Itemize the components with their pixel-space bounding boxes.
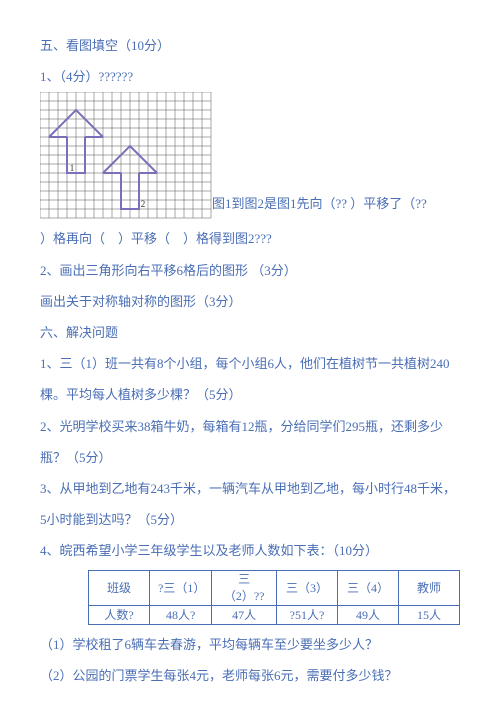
grid-row: 12 图1到图2是图1先向（?? ）平移了（?? (40, 92, 460, 219)
table-cell: ?51人? (276, 606, 337, 625)
table-data-row: 人数?48人?47人?51人?49人15人 (89, 606, 460, 625)
q6-2: 2、光明学校买来38箱牛奶，每箱有12瓶，分给同学们295瓶，还剩多少瓶？（5分… (40, 411, 460, 473)
section6-heading: 六、解决问题 (40, 317, 460, 348)
table-header-cell: 班级 (89, 571, 150, 606)
table-header-cell: 教师 (398, 571, 459, 606)
table-header-cell: 三（2）?? (212, 571, 277, 606)
table-cell: 15人 (398, 606, 459, 625)
section5-heading: 五、看图填空（10分） (40, 30, 460, 61)
q6-1: 1、三（1）班一共有8个小组，每个小组6人，他们在植树节一共植树240棵。平均每… (40, 348, 460, 410)
svg-text:1: 1 (70, 163, 75, 173)
table-header-row: 班级?三（1）三（2）??三（3）三（4）教师 (89, 571, 460, 606)
grid-figure: 12 (40, 92, 212, 219)
q6-3: 3、从甲地到乙地有243千米，一辆汽车从甲地到乙地，每小时行48千米，5小时能到… (40, 473, 460, 535)
q5-1-line2: ）格再向（ ）平移（ ）格得到图2??? (40, 223, 460, 254)
table-header-cell: ?三（1） (150, 571, 212, 606)
table-header-cell: 三（4） (337, 571, 398, 606)
q6-4-p2: （2）公园的门票学生每张4元，老师每张6元，需要付多少钱？ (40, 660, 460, 691)
q5-2: 2、画出三角形向右平移6格后的图形 （3分） (40, 255, 460, 286)
q5-1-label: 1、（4分）?????? (40, 61, 460, 92)
q5-3: 画出关于对称轴对称的图形（3分） (40, 286, 460, 317)
table-cell: 48人? (150, 606, 212, 625)
q6-4-intro: 4、皖西希望小学三年级学生以及老师人数如下表：（10分） (40, 535, 460, 566)
svg-text:2: 2 (141, 199, 146, 209)
table-cell: 47人 (212, 606, 277, 625)
class-table: 班级?三（1）三（2）??三（3）三（4）教师 人数?48人?47人?51人?4… (88, 570, 460, 625)
q5-1-after-grid: 图1到图2是图1先向（?? ）平移了（?? (212, 196, 427, 213)
table-header-cell: 三（3） (276, 571, 337, 606)
table-row-label: 人数? (89, 606, 150, 625)
table-cell: 49人 (337, 606, 398, 625)
q6-4-p1: （1）学校租了6辆车去春游，平均每辆车至少要坐多少人？ (40, 629, 460, 660)
